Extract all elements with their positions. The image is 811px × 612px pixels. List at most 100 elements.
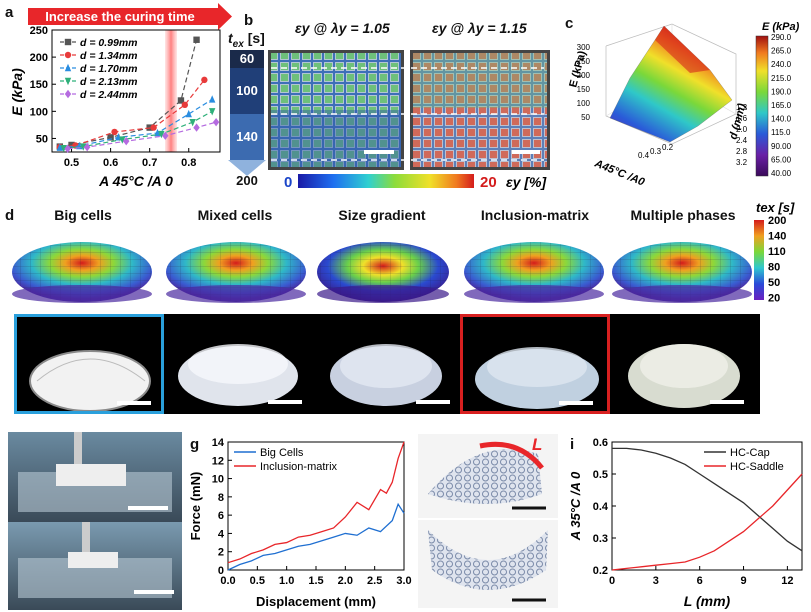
cbar-title-d: tex [s] bbox=[756, 200, 795, 215]
z-tick-label: 150 bbox=[577, 85, 591, 94]
time-200: 200 bbox=[236, 173, 258, 188]
cbar-tick-label-d: 140 bbox=[768, 231, 786, 243]
data-point bbox=[150, 124, 157, 131]
cbar-tick-label-d: 80 bbox=[768, 262, 780, 274]
x-tick-label: 0.5 bbox=[64, 157, 79, 169]
y-tick-label: 0.5 bbox=[593, 469, 608, 481]
tex-subscript: ex bbox=[232, 38, 244, 50]
cbar-tick-label-c: 290.0 bbox=[771, 33, 792, 42]
cbar-tick-label-d: 200 bbox=[768, 215, 786, 227]
data-point bbox=[80, 143, 87, 151]
y-tick-label-c: 3.2 bbox=[736, 158, 748, 167]
cbar-tick-label-c: 65.00 bbox=[771, 155, 792, 164]
x-axis-label-g: Displacement (mm) bbox=[256, 594, 376, 609]
y-tick-label: 10 bbox=[212, 474, 224, 486]
cbar-d bbox=[754, 220, 764, 300]
dome-title-3: Size gradient bbox=[338, 207, 426, 223]
cbar-tick-label-c: 115.0 bbox=[771, 128, 791, 137]
dome-inclusion-matrix bbox=[464, 242, 604, 303]
data-point bbox=[208, 95, 216, 103]
panel-c-surface: E (kPa) 300 250 200 150 100 50 0.4 0.3 0.2 1.2 1… bbox=[567, 21, 800, 189]
x-tick-label: 0 bbox=[609, 575, 615, 587]
domes bbox=[12, 242, 752, 303]
banner-text: Increase the curing time bbox=[45, 9, 195, 24]
dome-multiple-phases bbox=[612, 242, 752, 303]
y-tick-label-c: 1.2 bbox=[736, 103, 748, 112]
series-line bbox=[59, 98, 213, 149]
y-tick-label-c: 2.4 bbox=[736, 136, 748, 145]
y-tick-label: 0.3 bbox=[593, 533, 608, 545]
x-tick-label: 0.6 bbox=[103, 157, 118, 169]
x-tick-label: 2.5 bbox=[367, 575, 382, 587]
panel-label-g: g bbox=[190, 436, 200, 453]
y-tick-label-c: 2.0 bbox=[736, 125, 748, 134]
y-tick-label: 50 bbox=[36, 133, 48, 145]
photo-e5 bbox=[610, 314, 760, 414]
highlight-band bbox=[165, 30, 177, 152]
x-tick-label: 0.5 bbox=[250, 575, 265, 587]
legend-label: HC-Saddle bbox=[730, 461, 784, 473]
legend-label: Inclusion-matrix bbox=[260, 461, 338, 473]
series-line bbox=[63, 110, 213, 149]
legend-label: d = 2.13mm bbox=[80, 76, 138, 88]
y-tick-label: 14 bbox=[212, 437, 225, 449]
data-point bbox=[123, 136, 130, 146]
cbar-tick-label-d: 20 bbox=[768, 293, 780, 305]
dome-title-1: Big cells bbox=[54, 207, 112, 223]
series-line-inclusion-matrix bbox=[227, 441, 405, 564]
x-tick-label: 6 bbox=[697, 575, 703, 587]
z-tick-label: 100 bbox=[577, 99, 591, 108]
z-tick-label: 250 bbox=[577, 57, 591, 66]
y-tick-label: 250 bbox=[30, 25, 48, 37]
cbar-tick-label-c: 40.00 bbox=[771, 169, 792, 178]
panel-b: tex [s] 60 100 140 200 εy @ λy = 1.05 εy… bbox=[228, 12, 560, 192]
legend-label: Big Cells bbox=[260, 447, 304, 459]
dome-size-gradient bbox=[317, 242, 449, 303]
panel-a-chart: Increase the curing time 0.5 0.6 0.7 0.8 50 1… bbox=[9, 3, 232, 189]
banner-arrow bbox=[28, 8, 218, 25]
photo-f2 bbox=[8, 522, 182, 610]
panel-i-chart: 0 3 6 9 12 0.2 0.3 0.4 0.5 0.6 HC-Cap HC-Saddle L … bbox=[568, 437, 803, 609]
legend-marker bbox=[64, 77, 72, 86]
time-140: 140 bbox=[230, 114, 264, 160]
series-line bbox=[59, 79, 205, 148]
data-point bbox=[56, 143, 64, 151]
y-tick-label: 8 bbox=[218, 492, 224, 504]
x-tick-label: 2.0 bbox=[338, 575, 353, 587]
dome-big-cells bbox=[12, 242, 152, 303]
photo-e2 bbox=[164, 314, 312, 414]
data-point bbox=[185, 109, 192, 118]
cbar-title-c: E (kPa) bbox=[762, 21, 800, 33]
data-point bbox=[68, 141, 75, 149]
strain-title-1: εy @ λy = 1.05 bbox=[295, 20, 390, 36]
z-tick-label: 200 bbox=[577, 71, 591, 80]
cbar-tick-label-c: 90.00 bbox=[771, 142, 792, 151]
z-tick-label: 50 bbox=[581, 113, 590, 122]
photo-e4 bbox=[460, 314, 610, 414]
cbar-unit: εy [%] bbox=[506, 174, 547, 190]
cbar-gradient bbox=[298, 174, 474, 188]
y-tick-label-c: 1.6 bbox=[736, 114, 748, 123]
dome-title-5: Multiple phases bbox=[630, 207, 736, 223]
photo-f1 bbox=[8, 432, 182, 522]
strain-colorbar: 0 20 εy [%] bbox=[284, 174, 547, 191]
panel-d-colorbar: tex [s] 200 140 110 80 50 20 bbox=[754, 200, 795, 305]
y-tick-label: 0.2 bbox=[593, 565, 608, 577]
data-point bbox=[193, 123, 200, 132]
data-point bbox=[208, 108, 216, 116]
cbar-tick-label-c: 265.0 bbox=[771, 47, 792, 56]
data-point bbox=[60, 145, 67, 153]
x-tick-label: 0.7 bbox=[142, 157, 157, 169]
y-tick-label: 4 bbox=[218, 528, 225, 540]
strain-maps bbox=[268, 50, 550, 170]
dome-title-2: Mixed cells bbox=[197, 207, 273, 223]
y-tick-label: 6 bbox=[218, 510, 224, 522]
z-axis-label: E (kPa) bbox=[567, 49, 588, 88]
arc-label: L bbox=[532, 435, 542, 454]
cbar-c bbox=[755, 35, 769, 177]
tex-symbol: t bbox=[228, 30, 233, 46]
legend-label: d = 2.44mm bbox=[80, 89, 138, 101]
x-axis-label: A 45°C /A 0 bbox=[98, 173, 173, 189]
legend-marker bbox=[64, 63, 72, 72]
legend-label: d = 1.70mm bbox=[80, 63, 138, 75]
